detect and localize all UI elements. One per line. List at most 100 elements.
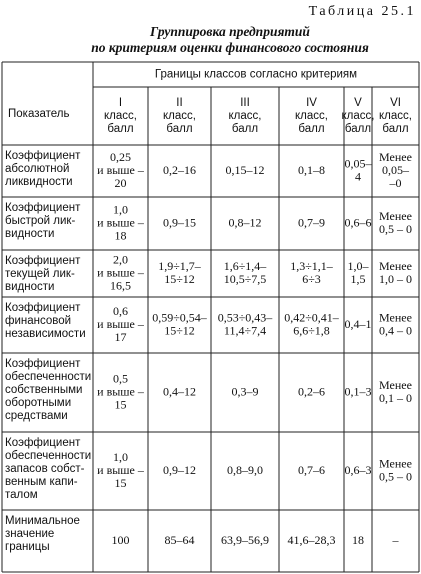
class-header: VI: [390, 97, 401, 109]
cell-text: 16,5: [110, 278, 131, 292]
cell-text: 18: [115, 228, 127, 242]
cell-text: 1,0: [113, 202, 128, 216]
title-line: Группировка предприятий: [149, 24, 310, 39]
cell-text: 0,3–9: [232, 384, 259, 398]
title-line: по критериям оценки финансового состояни…: [91, 40, 369, 55]
cell-text: 0,4–1: [345, 317, 372, 331]
row-label: собственными: [5, 384, 82, 396]
cell-text: 0,53÷0,43–: [218, 310, 274, 324]
cell-text: Менее: [379, 310, 412, 324]
class-header: I: [119, 97, 122, 109]
cell-text: 18: [352, 533, 364, 547]
row-label: ликвидности: [5, 176, 73, 188]
cell-text: 11,4÷7,4: [224, 323, 266, 337]
row-label: Коэффициент: [5, 202, 81, 214]
cell-text: 2,0: [113, 252, 128, 266]
class-header: класс,: [163, 110, 196, 122]
row-label: обеспеченности: [5, 450, 91, 462]
cell-text: 100: [112, 533, 130, 547]
cell-text: 1,0: [113, 450, 128, 464]
cell-text: 0,8–9,0: [227, 463, 263, 477]
cell-text: 1,9÷1,7–: [158, 259, 202, 273]
cell-text: 1,0–: [348, 259, 370, 273]
cell-text: 15÷12: [164, 323, 195, 337]
row-label: границы: [5, 541, 50, 553]
cell-text: 6,6÷1,8: [293, 323, 330, 337]
row-label: средствами: [5, 410, 68, 422]
cell-text: 0,4–12: [163, 384, 196, 398]
cell-text: 0,9–12: [163, 463, 196, 477]
row-label: талом: [5, 489, 38, 501]
row-label: запасов собст-: [5, 463, 85, 475]
cell-text: 20: [115, 176, 127, 190]
cell-text: и выше –: [97, 463, 145, 477]
cell-text: 0,6: [113, 304, 128, 318]
cell-text: Менее: [379, 259, 412, 273]
class-header: класс,: [295, 110, 328, 122]
row-label: Коэффициент: [5, 255, 81, 267]
cell-text: –0: [389, 176, 402, 190]
cell-text: 85–64: [165, 533, 195, 547]
cell-text: 63,9–56,9: [221, 533, 269, 547]
cell-text: и выше –: [97, 317, 145, 331]
class-header: класс,: [379, 110, 412, 122]
class-header: класс,: [229, 110, 262, 122]
cell-text: и выше –: [97, 384, 145, 398]
cell-text: 0,6–3: [345, 463, 372, 477]
cell-text: 0,05–: [382, 163, 410, 177]
row-label: Минимальное: [5, 515, 80, 527]
cell-text: 0,5: [113, 371, 128, 385]
row-label: Коэффициент: [5, 437, 81, 449]
cell-text: 0,2–16: [163, 163, 196, 177]
cell-text: 1,0 – 0: [379, 272, 412, 286]
cell-text: 0,15–12: [226, 163, 265, 177]
cell-text: 0,42÷0,41–: [284, 310, 340, 324]
cell-text: 0,7–9: [298, 215, 325, 229]
cell-text: и выше –: [97, 215, 145, 229]
cell-text: 0,7–6: [298, 463, 325, 477]
class-header: V: [354, 97, 362, 109]
row-label: Коэффициент: [5, 358, 81, 370]
cell-text: 10,5÷7,5: [224, 272, 267, 286]
class-header: IV: [306, 97, 317, 109]
row-label: быстрой лик-: [5, 215, 75, 227]
cell-text: и выше –: [97, 163, 145, 177]
cell-text: 0,59÷0,54–: [152, 310, 208, 324]
class-header: балл: [166, 123, 192, 135]
cell-text: 0,1 – 0: [379, 391, 412, 405]
class-header: балл: [298, 123, 324, 135]
cell-text: 0,9–15: [163, 215, 196, 229]
cell-text: 15÷12: [164, 272, 195, 286]
cell-text: 0,8–12: [229, 215, 262, 229]
row-label: финансовой: [5, 315, 71, 327]
row-label: значение: [5, 528, 54, 540]
cell-text: 0,5 – 0: [379, 222, 412, 236]
cell-text: –: [392, 533, 400, 547]
cell-text: 0,2–6: [298, 384, 325, 398]
cell-text: 15: [115, 397, 127, 411]
row-label: независимости: [5, 328, 86, 340]
cell-text: 0,1–3: [345, 384, 372, 398]
cell-text: Менее: [379, 209, 412, 223]
table-label: Таблица 25.1: [309, 4, 416, 19]
group-header: Границы классов согласно критериям: [155, 69, 357, 81]
row-label: Коэффициент: [5, 302, 81, 314]
row-label: венным капи-: [5, 476, 78, 488]
row-label: Коэффициент: [5, 150, 81, 162]
class-header: III: [240, 97, 250, 109]
cell-text: 0,25: [110, 150, 131, 164]
row-label: видности: [5, 228, 54, 240]
cell-text: Менее: [379, 456, 412, 470]
cell-text: 6÷3: [302, 272, 321, 286]
cell-text: 0,1–8: [298, 163, 325, 177]
row-label: текущей лик-: [5, 268, 75, 280]
cell-text: 1,5: [351, 272, 366, 286]
row-label: оборотными: [5, 397, 71, 409]
cell-text: и выше –: [97, 265, 145, 279]
cell-text: 4: [355, 169, 361, 183]
cell-text: 1,3÷1,1–: [290, 259, 334, 273]
row-label: абсолютной: [5, 163, 69, 175]
class-header: балл: [107, 123, 133, 135]
class-header: класс,: [104, 110, 137, 122]
